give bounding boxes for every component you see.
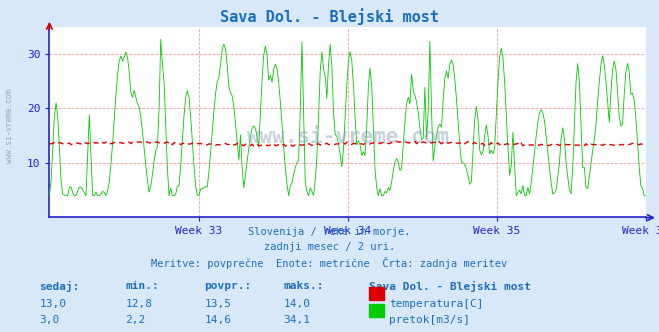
Text: 13,0: 13,0 <box>40 299 67 309</box>
Text: Meritve: povprečne  Enote: metrične  Črta: zadnja meritev: Meritve: povprečne Enote: metrične Črta:… <box>152 257 507 269</box>
Text: 12,8: 12,8 <box>125 299 152 309</box>
Text: sedaj:: sedaj: <box>40 281 80 291</box>
Text: www.si-vreme.com: www.si-vreme.com <box>5 89 14 163</box>
Text: 14,0: 14,0 <box>283 299 310 309</box>
Text: povpr.:: povpr.: <box>204 281 252 290</box>
Text: Slovenija / reke in morje.: Slovenija / reke in morje. <box>248 227 411 237</box>
Text: 14,6: 14,6 <box>204 315 231 325</box>
Text: min.:: min.: <box>125 281 159 290</box>
Text: www.si-vreme.com: www.si-vreme.com <box>246 127 449 147</box>
Text: pretok[m3/s]: pretok[m3/s] <box>389 315 470 325</box>
Text: 3,0: 3,0 <box>40 315 60 325</box>
Text: 13,5: 13,5 <box>204 299 231 309</box>
Text: temperatura[C]: temperatura[C] <box>389 299 483 309</box>
Text: zadnji mesec / 2 uri.: zadnji mesec / 2 uri. <box>264 242 395 252</box>
Text: 34,1: 34,1 <box>283 315 310 325</box>
Text: maks.:: maks.: <box>283 281 324 290</box>
Text: Sava Dol. - Blejski most: Sava Dol. - Blejski most <box>220 8 439 25</box>
Text: Sava Dol. - Blejski most: Sava Dol. - Blejski most <box>369 281 531 291</box>
Text: 2,2: 2,2 <box>125 315 146 325</box>
